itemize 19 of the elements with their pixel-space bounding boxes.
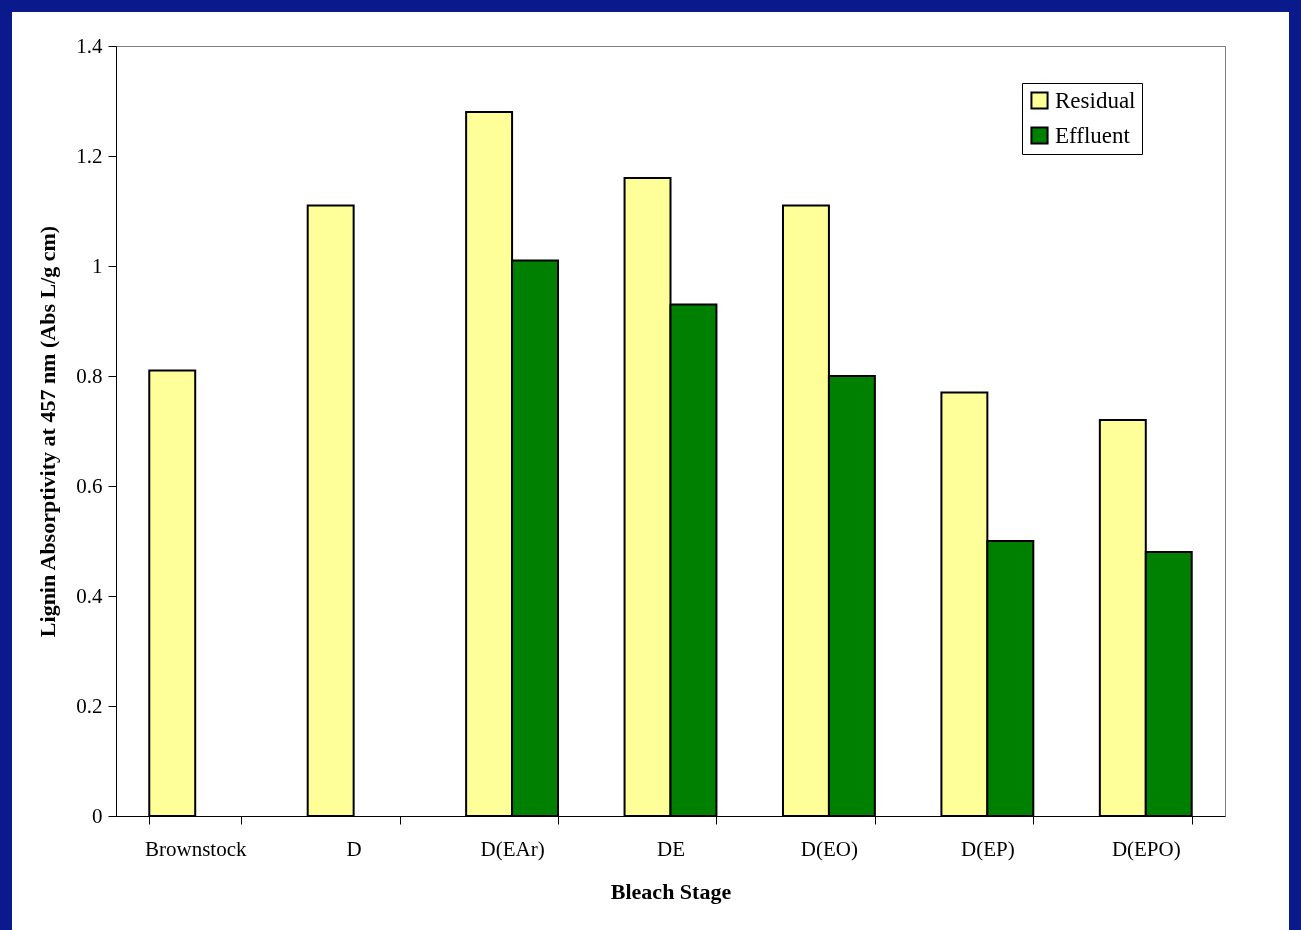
x-tick-label: D(EO) [800,836,859,861]
y-tick-label: 0.2 [76,693,103,718]
legend-label: Residual [1055,87,1136,113]
x-axis-title: Bleach Stage [610,878,732,904]
x-tick-label: D(EP) [961,836,1015,861]
y-tick-label: 0.8 [76,363,103,388]
x-tick-label: D(EAr) [480,836,545,861]
x-tick-label: DE [657,836,685,861]
y-axis-title: Lignin Absorptivity at 457 nm (Abs L/g cm) [35,225,61,638]
y-tick-label: 1.4 [76,33,103,58]
y-tick-label: 0.4 [76,583,103,608]
x-tick-label: D(EPO) [1111,836,1181,861]
x-tick-label: Brownstock [144,836,247,861]
x-tick-label: D [346,836,362,861]
y-tick-label: 0 [92,803,103,828]
legend-label: Effluent [1055,122,1131,148]
y-tick-label: 1 [92,253,103,278]
y-tick-label: 1.2 [76,143,103,168]
y-tick-label: 0.6 [76,473,103,498]
